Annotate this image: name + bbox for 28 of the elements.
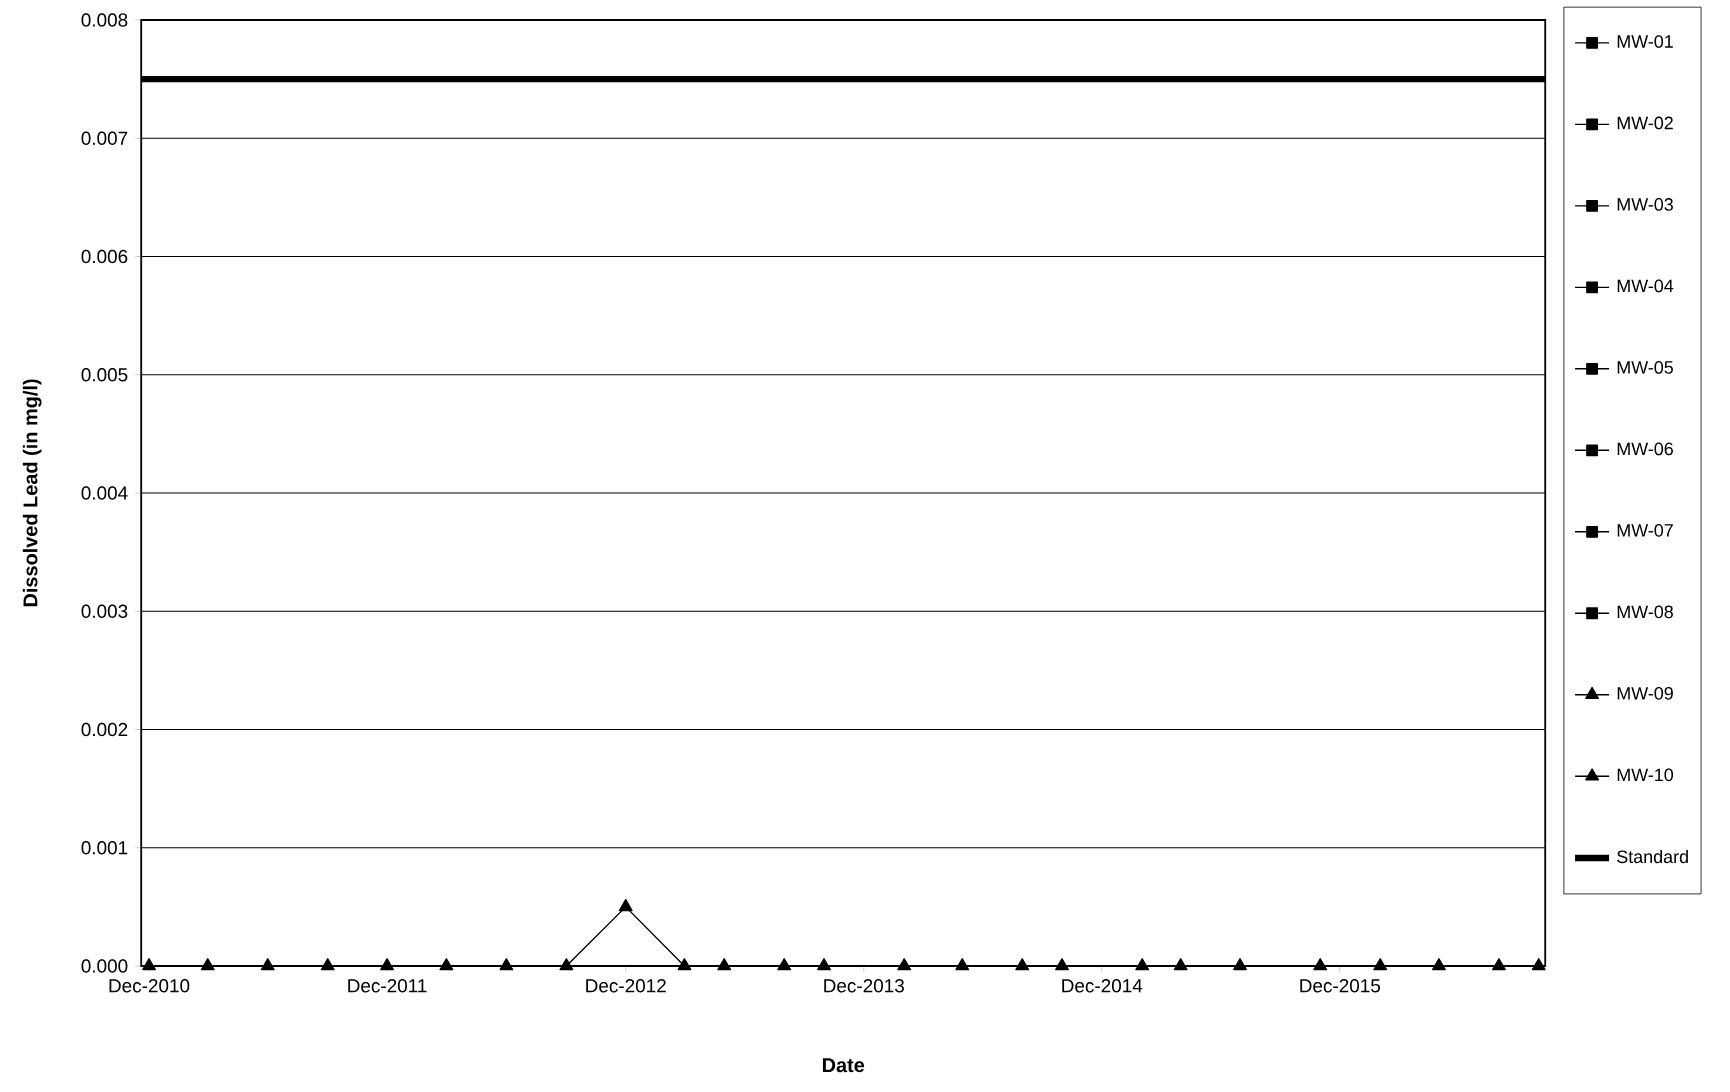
x-tick-label: Dec-2012	[586, 979, 666, 993]
y-tick-label: 0.007	[81, 131, 128, 145]
y-tick-label: 0.004	[81, 486, 128, 500]
legend-label: MW-01	[1617, 35, 1673, 48]
x-tick-label: Dec-2015	[1300, 979, 1381, 993]
y-tick-label: 0.005	[81, 368, 128, 382]
legend-label: MW-10	[1617, 768, 1674, 782]
legend-label: MW-04	[1617, 279, 1674, 293]
legend-label: MW-05	[1617, 361, 1673, 374]
legend-label: MW-09	[1617, 686, 1673, 700]
y-tick-label: 0.003	[81, 604, 128, 618]
x-tick-label: Dec-2010	[109, 979, 190, 993]
x-tick-label: Dec-2013	[824, 979, 904, 993]
x-axis-title: Date	[822, 1058, 865, 1073]
x-tick-label: Dec-2011	[348, 979, 427, 993]
legend-label: MW-08	[1617, 605, 1673, 619]
y-tick-label: 0.000	[81, 959, 128, 973]
legend-label: MW-02	[1617, 116, 1673, 130]
legend-label: MW-06	[1617, 442, 1673, 456]
y-axis-title: Dissolved Lead (in mg/l)	[22, 379, 42, 607]
y-tick-label: 0.002	[81, 722, 128, 737]
y-tick-label: 0.001	[81, 841, 128, 855]
y-tick-label: 0.006	[81, 249, 128, 264]
y-tick-label: 0.008	[81, 13, 128, 27]
legend-label: MW-03	[1617, 198, 1673, 211]
x-tick-label: Dec-2014	[1062, 979, 1143, 993]
legend-label: Standard	[1617, 849, 1688, 864]
legend-label: MW-07	[1617, 524, 1673, 537]
